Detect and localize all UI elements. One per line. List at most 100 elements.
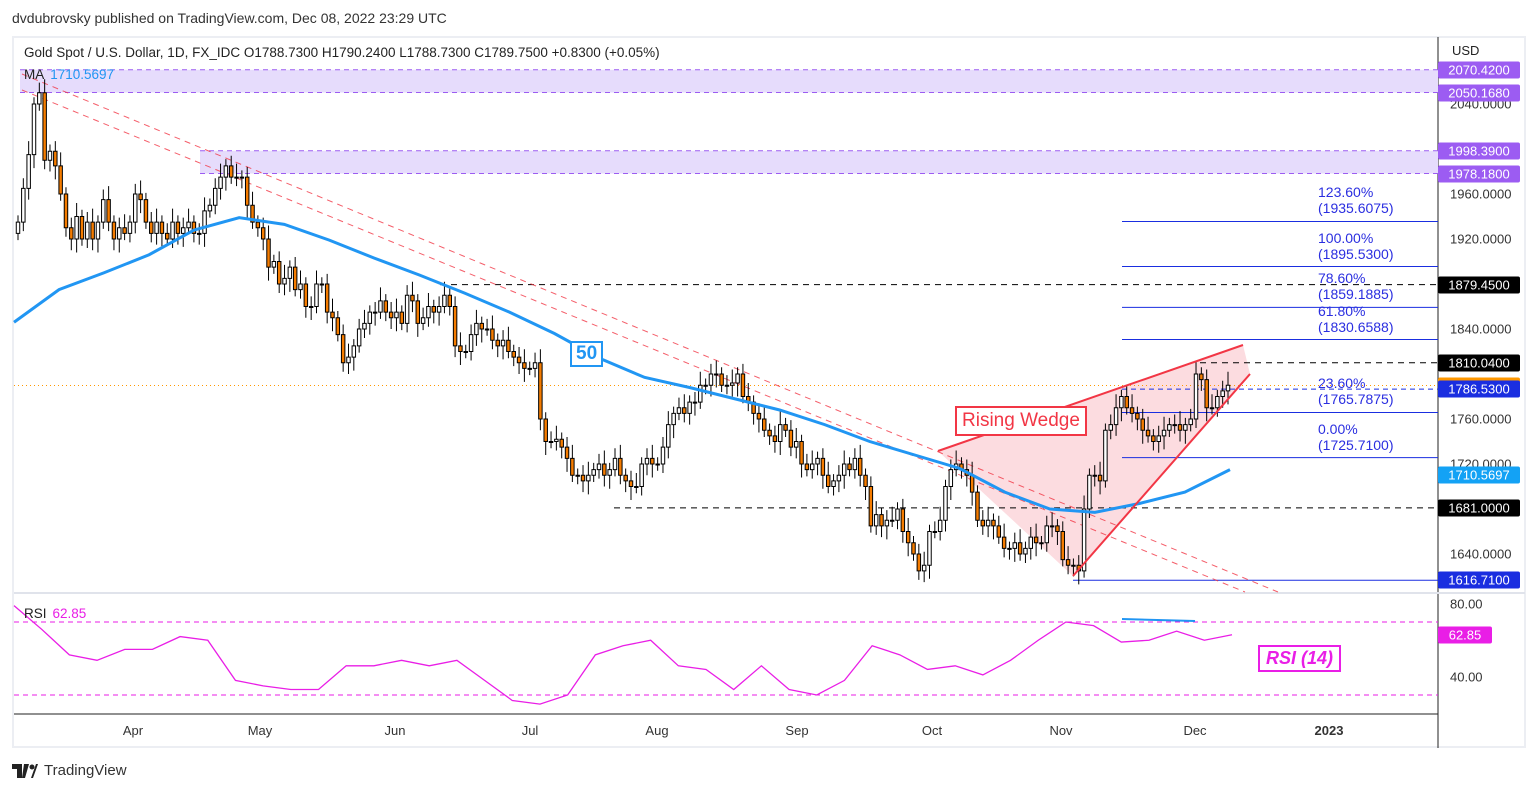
candle-body: [181, 227, 186, 234]
candle-body: [191, 221, 197, 234]
candle-body: [703, 384, 708, 387]
candle-body: [479, 322, 484, 330]
candle-body: [1209, 407, 1215, 410]
candle-body: [37, 92, 42, 105]
candle-body: [772, 435, 778, 442]
candle-body: [95, 221, 101, 240]
candle-body: [484, 328, 490, 331]
candle-body: [969, 474, 975, 493]
tradingview-logo-icon: [12, 763, 38, 778]
rsi-period-label: RSI (14): [1258, 645, 1342, 672]
candle-body: [1119, 396, 1124, 409]
candle-body: [47, 150, 53, 161]
candle-body: [735, 373, 740, 384]
candle-body: [714, 373, 719, 376]
candle-body: [762, 418, 767, 431]
candle-body: [655, 463, 660, 466]
candle-body: [383, 300, 389, 313]
candle-body: [212, 187, 218, 206]
candle-body: [618, 457, 623, 476]
candle-body: [1167, 424, 1172, 431]
candle-body: [202, 210, 207, 234]
candle-body: [143, 199, 149, 223]
candle-body: [426, 306, 431, 319]
candle-body: [500, 339, 506, 347]
candle-body: [1017, 542, 1023, 555]
candle-body: [271, 261, 277, 268]
candle-body: [410, 294, 415, 302]
time-tick: Sep: [785, 723, 809, 738]
candle-body: [308, 306, 314, 308]
time-tick: Apr: [122, 723, 144, 738]
candle-body: [889, 519, 895, 522]
candle-body: [1049, 525, 1055, 528]
candle-body: [197, 232, 202, 235]
candle-body: [522, 362, 527, 369]
ma-period-label: 50: [570, 341, 604, 367]
candle-body: [298, 283, 303, 291]
candle-body: [314, 283, 319, 307]
candle-body: [1087, 474, 1092, 510]
candle-body: [468, 334, 474, 352]
candle-body: [287, 266, 293, 279]
candle-body: [1039, 542, 1044, 545]
price-badge: 1998.3900: [1438, 142, 1520, 160]
candle-body: [836, 474, 842, 482]
candle-body: [346, 356, 351, 364]
tradingview-logo[interactable]: TradingView: [12, 762, 127, 779]
candle-body: [117, 227, 122, 240]
candle-body: [244, 176, 250, 206]
candle-body: [436, 306, 442, 313]
candle-body: [570, 457, 575, 476]
candle-body: [905, 531, 911, 544]
candle-body: [1012, 542, 1018, 549]
candle-body: [330, 311, 335, 319]
candle-body: [15, 221, 21, 234]
candle-body: [825, 474, 831, 487]
logo-text: TradingView: [44, 762, 127, 779]
candle-body: [324, 283, 330, 313]
candle-body: [186, 221, 191, 229]
time-tick: May: [247, 723, 273, 738]
candle-body: [927, 531, 932, 566]
candle-body: [783, 424, 788, 431]
candle-body: [1129, 407, 1135, 414]
candle-body: [1092, 474, 1097, 477]
candle-body: [623, 474, 628, 482]
candle-body: [474, 322, 479, 336]
candle-body: [804, 463, 810, 471]
candle-body: [234, 176, 239, 179]
candle-body: [490, 328, 495, 341]
rsi-value: 62.85: [52, 606, 87, 621]
fib-level-label: 78.60%(1859.1885): [1318, 270, 1394, 303]
supply-zone: [20, 69, 1438, 93]
candle-body: [607, 469, 612, 476]
candle-body: [543, 418, 548, 442]
candle-body: [69, 227, 74, 240]
time-tick: Dec: [1183, 723, 1207, 738]
candle-body: [356, 328, 362, 347]
fib-level-label: 61.80%(1830.6588): [1318, 302, 1394, 335]
candle-body: [676, 407, 682, 414]
candle-body: [223, 165, 229, 178]
candle-body: [740, 373, 746, 397]
candle-body: [42, 92, 47, 161]
candle-body: [442, 294, 447, 307]
candle-body: [612, 457, 618, 471]
candle-body: [282, 277, 287, 285]
candle-body: [527, 367, 532, 370]
candle-body: [122, 227, 127, 234]
candle-body: [367, 311, 373, 324]
candle-body: [980, 519, 986, 527]
candle-body: [650, 457, 655, 465]
candle-body: [660, 446, 666, 465]
candle-body: [1183, 424, 1188, 431]
candle-body: [207, 204, 213, 212]
candle-body: [911, 542, 916, 555]
ma-value: 1710.5697: [50, 67, 115, 82]
candle-body: [1188, 418, 1193, 426]
candle-body: [884, 519, 890, 527]
candle-body: [79, 216, 85, 240]
candle-body: [900, 508, 906, 532]
